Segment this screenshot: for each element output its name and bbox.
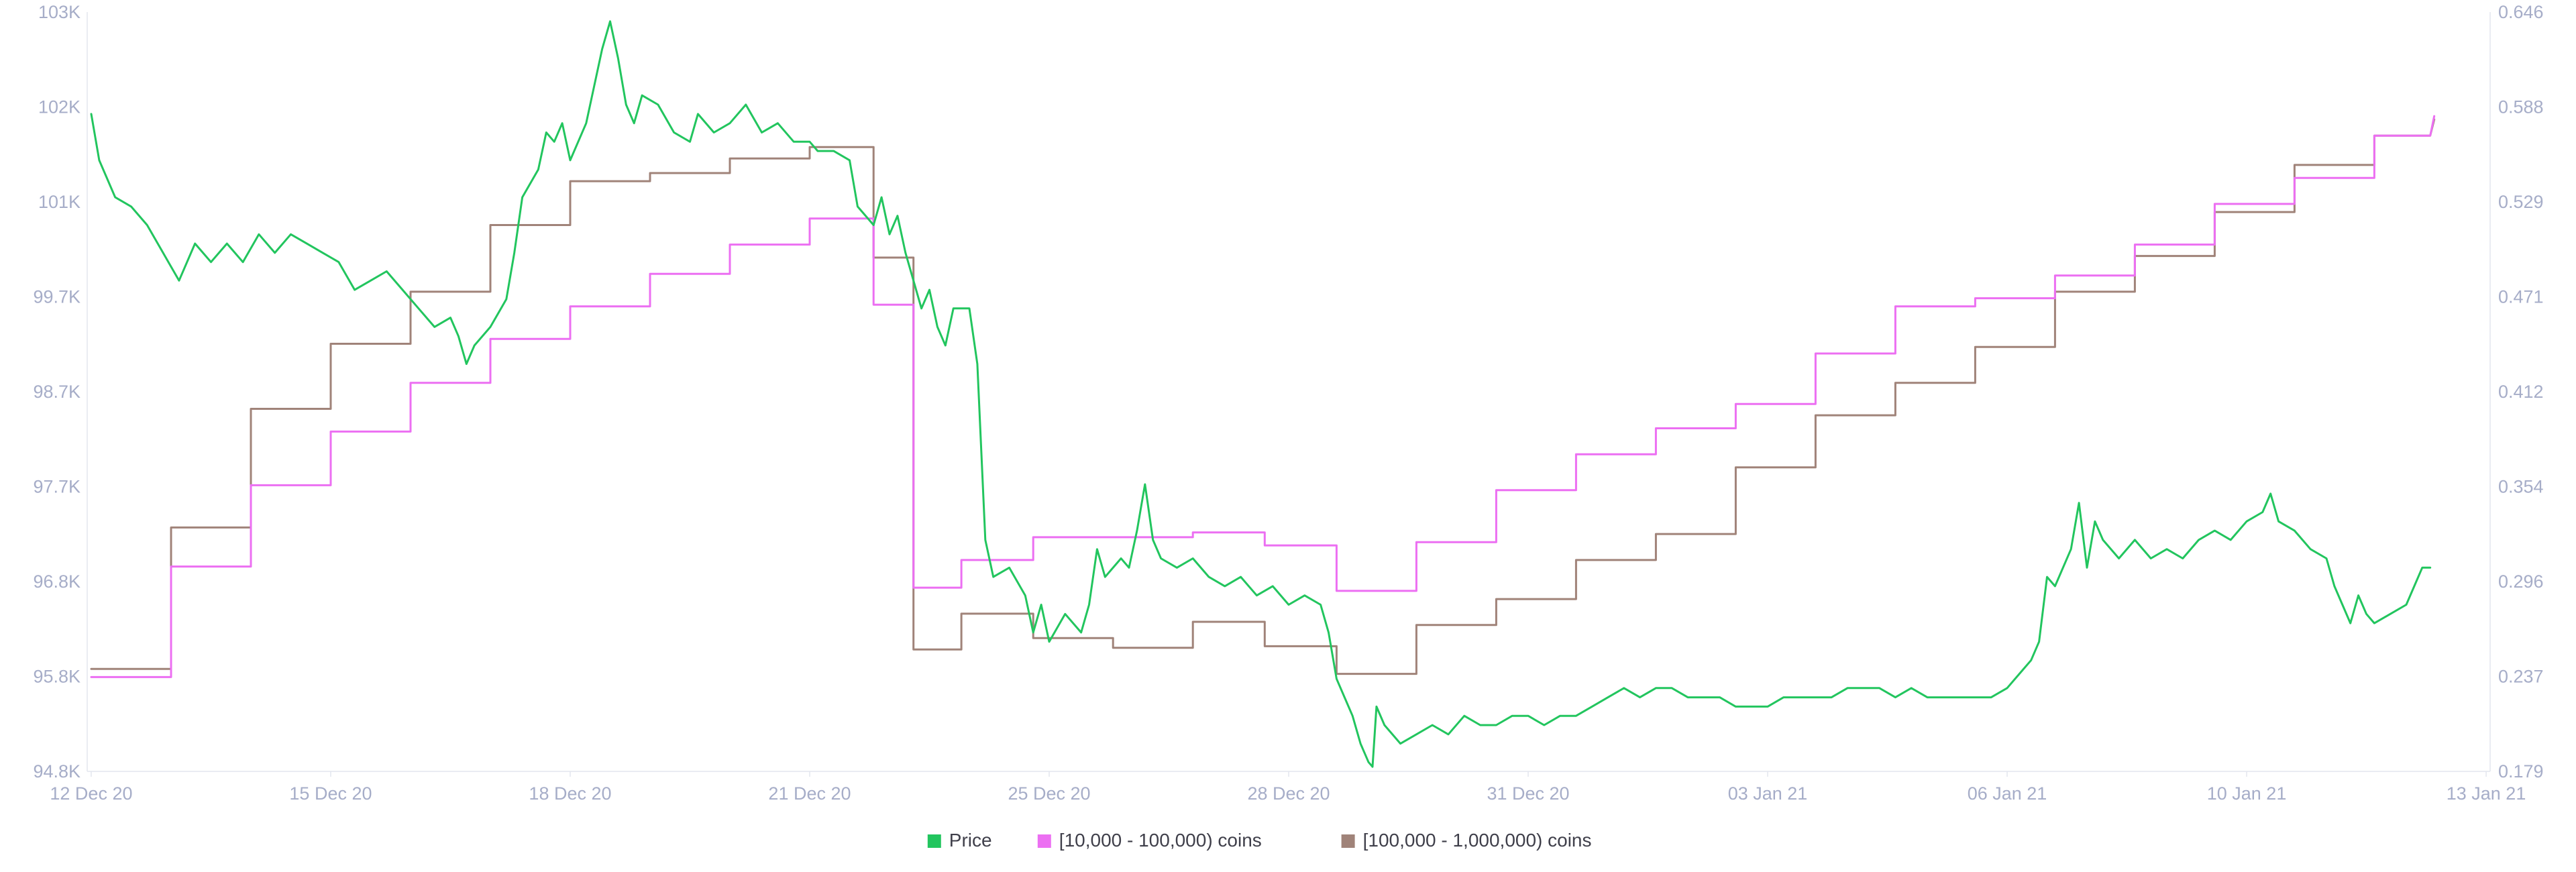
x-tick-label: 28 Dec 20 [1247, 783, 1330, 804]
right-tick-label: 0.529 [2498, 192, 2544, 212]
x-tick-label: 06 Jan 21 [1968, 783, 2047, 804]
x-tick-label: 31 Dec 20 [1487, 783, 1569, 804]
right-tick-label: 0.412 [2498, 382, 2544, 402]
left-tick-label: 103K [38, 2, 80, 22]
x-tick-label: 15 Dec 20 [289, 783, 372, 804]
x-tick-label: 12 Dec 20 [50, 783, 132, 804]
series-line-holders-10k-100k [90, 115, 2436, 678]
right-tick-label: 0.179 [2498, 761, 2544, 781]
legend-label: [100,000 - 1,000,000) coins [1363, 830, 1592, 851]
series-line-price [90, 20, 2432, 768]
legend-label: Price [949, 830, 992, 851]
x-tick-label: 18 Dec 20 [529, 783, 611, 804]
x-tick-label: 25 Dec 20 [1008, 783, 1090, 804]
left-tick-label: 96.8K [33, 571, 80, 592]
legend-swatch [927, 834, 941, 848]
series-layer [90, 20, 2436, 768]
left-tick-label: 97.7K [33, 477, 80, 497]
right-tick-label: 0.237 [2498, 667, 2544, 687]
left-tick-label: 101K [38, 192, 80, 212]
legend-item[interactable]: [10,000 - 100,000) coins [1037, 830, 1262, 851]
legend-item[interactable]: Price [927, 830, 992, 851]
legend-label: [10,000 - 100,000) coins [1059, 830, 1262, 851]
right-tick-label: 0.588 [2498, 97, 2544, 117]
right-tick-label: 0.296 [2498, 571, 2544, 592]
right-tick-label: 0.646 [2498, 2, 2544, 22]
left-tick-label: 102K [38, 97, 80, 117]
legend: Price [10,000 - 100,000) coins [100,000 - … [927, 830, 1592, 851]
legend-swatch [1341, 834, 1355, 848]
right-tick-label: 0.471 [2498, 287, 2544, 307]
x-tick-label: 21 Dec 20 [768, 783, 851, 804]
series-line-holders-100k-1m [90, 118, 2436, 675]
left-tick-label: 94.8K [33, 761, 80, 781]
right-tick-label: 0.354 [2498, 477, 2544, 497]
x-tick-label: 10 Jan 21 [2207, 783, 2287, 804]
legend-item[interactable]: [100,000 - 1,000,000) coins [1341, 830, 1592, 851]
x-tick-label: 03 Jan 21 [1728, 783, 1808, 804]
left-tick-label: 95.8K [33, 667, 80, 687]
x-tick-label: 13 Jan 21 [2447, 783, 2526, 804]
left-tick-label: 98.7K [33, 382, 80, 402]
legend-swatch [1037, 834, 1051, 848]
left-tick-label: 99.7K [33, 287, 80, 307]
axes-layer: 103K 102K 101K 99.7K 98.7K 97.7K 96.8K 95.8K 94.… [33, 2, 2543, 804]
